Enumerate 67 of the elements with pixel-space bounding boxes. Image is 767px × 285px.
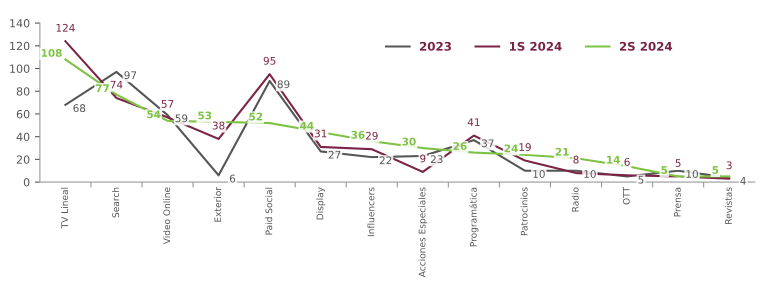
x-tick-label: Programática — [469, 188, 478, 246]
data-label: 41 — [468, 118, 480, 126]
y-tick-label: 140 — [10, 19, 30, 28]
data-label: 5 — [661, 166, 668, 174]
data-label: 6 — [230, 174, 236, 182]
x-tick-label: Paid Social — [265, 188, 272, 235]
data-label: 53 — [198, 112, 212, 120]
data-label: 74 — [110, 80, 123, 88]
data-label: 8 — [573, 156, 579, 164]
data-label: 95 — [264, 56, 276, 65]
y-tick-label: 60 — [16, 110, 30, 118]
x-tick-label: Search — [112, 188, 120, 218]
y-tick-label: 100 — [10, 64, 30, 73]
data-label: 10 — [686, 170, 698, 178]
data-label: 9 — [420, 154, 426, 162]
data-label: 54 — [147, 110, 160, 118]
data-label: 30 — [402, 138, 416, 146]
data-label: 29 — [366, 132, 378, 140]
y-tick-label: 0 — [24, 178, 30, 186]
x-tick-label: Patrocinios — [520, 187, 528, 236]
data-label: 10 — [584, 170, 596, 178]
data-label: 23 — [430, 155, 443, 164]
data-label: 26 — [454, 142, 467, 150]
x-tick-label: Radio — [572, 187, 579, 212]
x-tick-label: Influencers — [367, 187, 374, 236]
legend-label: 2023 — [420, 42, 451, 51]
data-label: 77 — [96, 84, 110, 92]
data-label: 5 — [676, 159, 681, 167]
data-label: 38 — [212, 122, 225, 130]
data-label: 14 — [607, 156, 620, 164]
x-tick-label: OTT — [622, 186, 630, 204]
x-tick-label: Display — [316, 187, 326, 220]
data-label: 19 — [519, 143, 531, 152]
data-label: 52 — [249, 112, 262, 121]
data-label: 27 — [328, 150, 340, 158]
data-label: 21 — [556, 148, 569, 156]
data-label: 6 — [624, 158, 630, 166]
y-tick-label: 20 — [16, 155, 30, 164]
data-label: 5 — [638, 176, 644, 184]
data-label: 31 — [314, 130, 326, 138]
data-label: 10 — [533, 170, 545, 178]
data-label: 3 — [726, 161, 732, 170]
x-tick-label: Acciones Especiales — [418, 187, 428, 278]
data-label: 57 — [162, 100, 174, 108]
data-label: 68 — [73, 104, 86, 112]
data-label: 59 — [176, 114, 188, 122]
x-tick-label: Exterior — [214, 186, 222, 222]
data-label: 4 — [740, 177, 746, 185]
x-tick-label: TV Lineal — [61, 188, 68, 228]
data-label: 108 — [42, 49, 62, 57]
data-label: 22 — [380, 156, 392, 164]
data-label: 36 — [351, 130, 365, 139]
data-label: 5 — [712, 166, 718, 174]
y-tick-label: 80 — [16, 87, 30, 96]
data-label: 44 — [300, 122, 314, 130]
legend-label: 1S 2024 — [510, 42, 562, 51]
y-tick-label: 120 — [10, 42, 30, 50]
data-label: 89 — [278, 80, 290, 88]
data-label: 97 — [124, 71, 136, 80]
data-label: 24 — [504, 144, 518, 152]
x-tick-label: Prensa — [674, 188, 681, 216]
y-tick-label: 40 — [16, 132, 30, 142]
data-label: 124 — [56, 24, 75, 32]
x-tick-label: Revistas — [724, 187, 732, 224]
x-tick-label: Video Online — [163, 187, 170, 244]
data-label: 37 — [482, 139, 494, 148]
legend-label: 2S 2024 — [620, 42, 672, 51]
